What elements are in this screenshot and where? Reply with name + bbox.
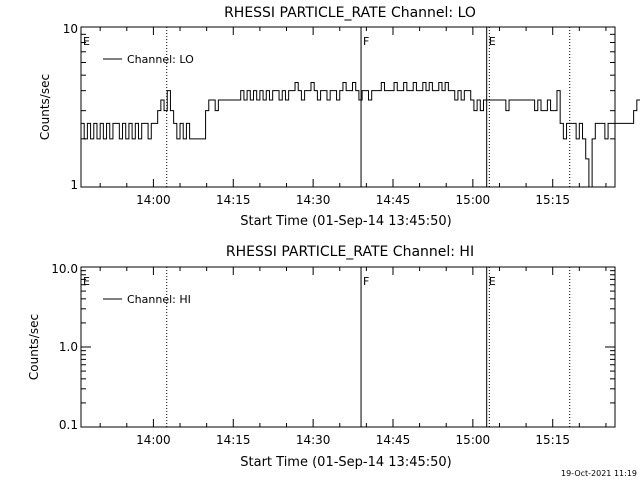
series-line: [81, 81, 640, 188]
y-tick-label: 1: [70, 178, 78, 192]
x-tick-label: 14:00: [136, 193, 171, 207]
marker-label: F: [363, 35, 369, 48]
chart-title-lo: RHESSI PARTICLE_RATE Channel: LO: [224, 5, 476, 21]
chart-title-hi: RHESSI PARTICLE_RATE Channel: HI: [226, 244, 474, 260]
y-axis-label-hi: Counts/sec: [27, 314, 41, 380]
x-tick-label: 15:15: [535, 193, 570, 207]
plot-frame-hi: [80, 266, 616, 428]
marker-label: E: [489, 35, 496, 48]
y-tick-label: 10: [63, 22, 78, 36]
x-tick-label: 15:00: [456, 193, 491, 207]
x-tick-label: 14:45: [376, 433, 411, 447]
y-tick-label: 10.0: [51, 262, 78, 276]
x-tick-label: 15:15: [535, 433, 570, 447]
y-axis-label-lo: Counts/sec: [38, 74, 52, 140]
x-tick-label: 14:30: [296, 433, 331, 447]
x-tick-label: 14:00: [136, 433, 171, 447]
footer-timestamp: 19-Oct-2021 11:19: [561, 469, 637, 478]
marker-label: E: [83, 35, 90, 48]
legend-label-hi: Channel: HI: [127, 293, 191, 306]
x-axis-label-hi: Start Time (01-Sep-14 13:45:50): [240, 455, 451, 470]
marker-label: E: [83, 275, 90, 288]
axis-ticks-lo: 14:00 14:15 14:30 14:45 15:00 15:15 1 10: [63, 22, 615, 207]
x-axis-label-lo: Start Time (01-Sep-14 13:45:50): [240, 214, 451, 229]
axis-ticks-hi: 14:00 14:15 14:30 14:45 15:00 15:15 0.1 1.0 10.0: [51, 262, 615, 447]
x-tick-label: 14:45: [376, 193, 411, 207]
x-tick-label: 15:00: [456, 433, 491, 447]
legend-label-lo: Channel: LO: [127, 53, 194, 66]
x-tick-label: 14:15: [216, 433, 251, 447]
y-tick-label: 0.1: [59, 418, 78, 432]
x-tick-label: 14:30: [296, 193, 331, 207]
chart-panel-hi: RHESSI PARTICLE_RATE Channel: HI 14:00 14…: [27, 244, 616, 470]
y-tick-label: 1.0: [59, 340, 78, 354]
marker-label: F: [363, 275, 369, 288]
series-lines-lo: [81, 81, 640, 188]
marker-label: E: [489, 275, 496, 288]
x-tick-label: 14:15: [216, 193, 251, 207]
chart-panel-lo: RHESSI PARTICLE_RATE Channel: LO 14:00 14…: [38, 5, 640, 229]
